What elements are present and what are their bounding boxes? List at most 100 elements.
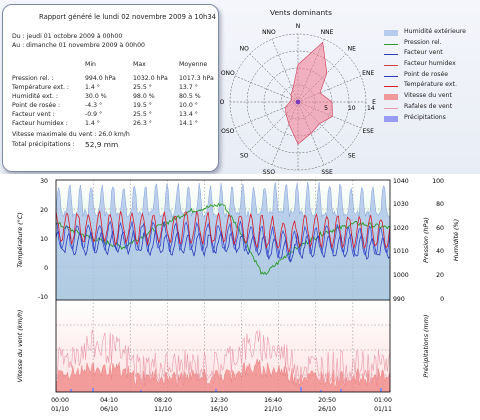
legend-label: Vitesse du vent	[404, 92, 452, 100]
row-max: 1032.0 hPa	[133, 75, 168, 82]
rose-direction-label: ENE	[362, 70, 374, 77]
tick-label: 1030	[393, 201, 409, 208]
legend-label: Humidité extérieure	[404, 28, 466, 35]
weather-charts: 30 20 10 0 -10 1040 1030 1020 1010 1000 …	[0, 174, 480, 420]
windchill-line	[55, 220, 391, 263]
rose-spoke	[249, 53, 299, 103]
row-min: 30.0 %	[85, 93, 107, 100]
legend-swatch-gusts	[384, 107, 398, 109]
tick-label: 60	[436, 225, 444, 232]
plot-border	[55, 179, 391, 393]
tick-label: 1040	[393, 178, 409, 185]
pressure-line	[55, 202, 391, 276]
report-header: Rapport généré le lundi 02 novembre 2009…	[39, 13, 217, 21]
rose-direction-label: ONO	[221, 70, 235, 77]
precip-bar	[70, 389, 72, 392]
legend-item: Précipitations	[384, 114, 480, 125]
legend-label: Pression rel.	[404, 38, 442, 46]
precip-bar	[140, 390, 142, 392]
legend-label: Facteur vent	[404, 49, 443, 57]
windspeed-area	[55, 358, 391, 393]
rose-center	[295, 99, 301, 105]
tick-label: 0	[44, 265, 48, 272]
axis-title-windspeed: Vitesse du vent (km/h)	[16, 310, 24, 383]
rose-direction-label: NNE	[321, 29, 334, 36]
rose-direction-label: O	[220, 99, 225, 106]
row-avg: 1017.3 hPa	[179, 75, 214, 82]
legend-item: Vitesse du vent	[384, 92, 480, 103]
precip-bar	[92, 388, 94, 392]
legend-item: Rafales de vent	[384, 103, 480, 114]
x-tick-time: 16:40	[264, 397, 282, 404]
x-tick-time: 04:10	[100, 397, 118, 404]
legend-label: Température ext.	[404, 81, 457, 89]
compass-title: Vents dominants	[270, 8, 332, 17]
x-tick-date: 01/10	[51, 406, 69, 413]
rose-direction-label: SO	[240, 153, 249, 160]
wind-max-text: Vitesse maximale du vent : 26.0 km/h	[12, 131, 130, 138]
rose-direction-label: SSE	[321, 169, 333, 174]
rose-direction-label: E	[372, 99, 376, 106]
x-tick-date: 06/10	[100, 406, 118, 413]
rose-direction-label: NNO	[262, 29, 276, 36]
legend-swatch-humidex	[384, 65, 398, 67]
row-label: Pression rel. :	[12, 75, 54, 82]
period-from: Du : jeudi 01 octobre 2009 à 00h00	[12, 33, 123, 40]
tick-label: 1000	[393, 272, 409, 279]
x-tick-date: 21/10	[264, 406, 282, 413]
precip-bar	[340, 389, 342, 392]
rose-direction-label: SE	[348, 153, 356, 160]
tick-label: 20	[40, 207, 48, 214]
rose-direction-label: N	[296, 23, 301, 30]
wind-rose-area	[285, 41, 333, 145]
legend-item: Point de rosée	[384, 71, 480, 82]
precip-bar	[215, 389, 217, 392]
legend-item: Facteur vent	[384, 49, 480, 60]
axis-title-precip: Précipitations (mm)	[422, 315, 430, 378]
x-tick-time: 08:20	[154, 397, 172, 404]
row-max: 25.5 °	[133, 111, 152, 118]
legend-swatch-windspeed	[384, 94, 398, 101]
row-label: Facteur vent :	[12, 111, 55, 118]
col-avg-header: Moyenne	[179, 61, 208, 68]
row-max: 25.5 °	[133, 84, 152, 91]
tick-label: 100	[432, 178, 444, 185]
row-label: Température ext. :	[12, 84, 69, 91]
legend-label: Précipitations	[404, 113, 446, 121]
tick-label: 0	[440, 296, 444, 303]
rose-scale-label: 10	[348, 105, 356, 112]
rose-spoke	[235, 75, 299, 103]
legend: Humidité extérieure Pression rel. Facteu…	[384, 28, 480, 124]
tick-label: 10	[40, 236, 48, 243]
legend-swatch-dewpoint	[384, 75, 398, 77]
precip-bar	[380, 388, 382, 392]
row-avg: 14.1 °	[179, 120, 198, 127]
temperature-line	[55, 209, 391, 253]
row-min: 1.4 °	[85, 84, 100, 91]
row-max: 19.5 °	[133, 102, 152, 109]
precip-bar	[300, 387, 302, 392]
row-min: 994.0 hPa	[85, 75, 116, 82]
row-avg: 13.7 °	[179, 84, 198, 91]
tick-label: -10	[38, 294, 48, 301]
row-avg: 13.4 °	[179, 111, 198, 118]
gusts-line	[56, 329, 391, 384]
legend-swatch-precip	[384, 115, 398, 122]
rose-direction-label: NE	[348, 45, 356, 52]
row-max: 26.3 °	[133, 120, 152, 127]
tick-label: 1010	[393, 248, 409, 255]
row-min: 1.4 °	[85, 120, 100, 127]
legend-label: Facteur humidex	[404, 60, 456, 68]
precip-total-label: Total précipitations :	[12, 141, 75, 148]
wind-rose: NNNENEENEEESESESSESSSOSOOSOOONONONNO5101…	[220, 23, 376, 174]
legend-item: Facteur humidex	[384, 60, 480, 71]
tick-label: 40	[436, 248, 444, 255]
legend-swatch-windchill	[384, 54, 398, 56]
axis-title-temperature: Température (°C)	[16, 212, 24, 268]
x-tick-time: 20:50	[318, 397, 336, 404]
x-tick-date: 01/11	[374, 406, 392, 413]
row-max: 98.0 %	[133, 93, 155, 100]
legend-label: Point de rosée	[404, 70, 449, 78]
x-tick-date: 26/10	[318, 406, 336, 413]
col-max-header: Max	[133, 61, 146, 68]
